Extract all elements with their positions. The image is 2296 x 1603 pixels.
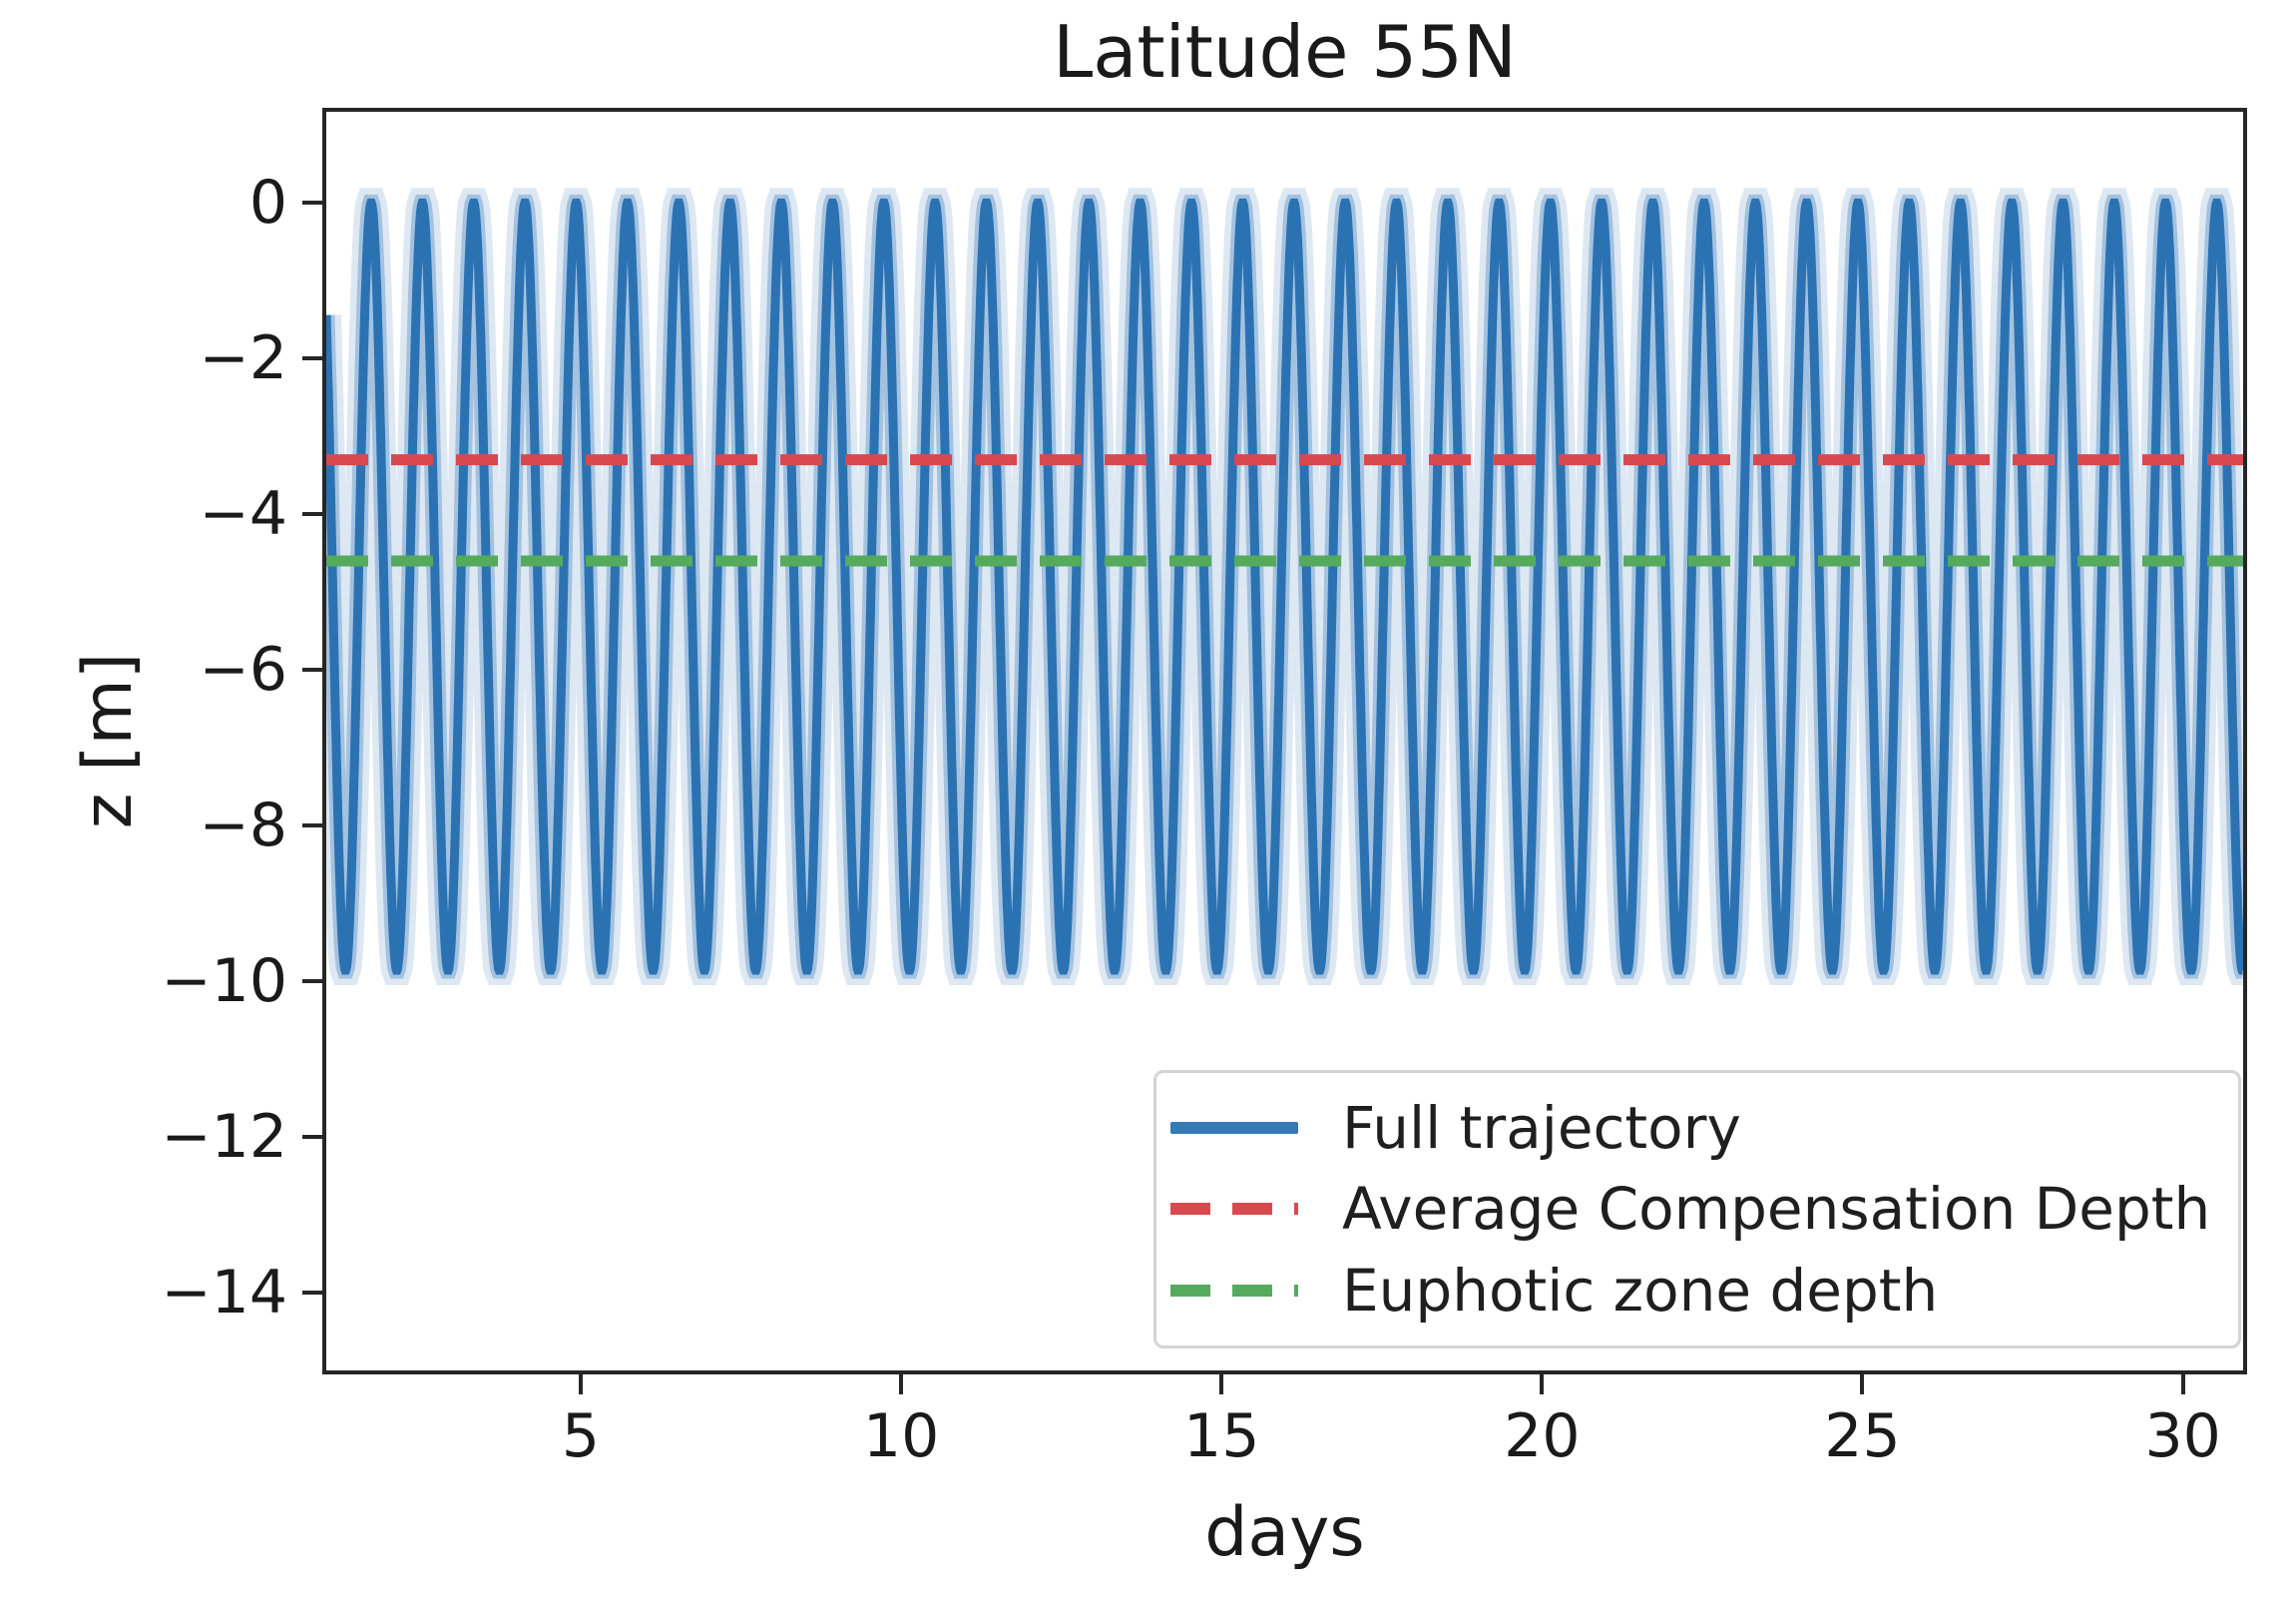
x-tick-mark [578, 1374, 583, 1394]
x-tick-mark [1219, 1374, 1224, 1394]
x-tick-mark [1860, 1374, 1865, 1394]
y-tick-label: −4 [199, 479, 287, 550]
chart-title: Latitude 55N [1053, 10, 1517, 94]
y-tick-mark [302, 356, 322, 361]
y-tick-label: −10 [161, 946, 287, 1017]
legend-item-euphotic-zone-depth: Euphotic zone depth [1170, 1257, 2218, 1325]
legend-label: Euphotic zone depth [1342, 1257, 1939, 1326]
y-axis-label: z [m] [68, 652, 148, 829]
y-tick-label: 0 [248, 168, 287, 239]
legend-item-average-compensation-depth: Average Compensation Depth [1170, 1175, 2218, 1243]
y-tick-mark [302, 201, 322, 206]
euphotic-zone-depth-swatch [1170, 1285, 1298, 1298]
y-tick-mark [302, 823, 322, 828]
full-trajectory-line [326, 198, 2243, 975]
y-tick-label: −12 [161, 1102, 287, 1173]
y-tick-mark [302, 1291, 322, 1296]
x-tick-mark [899, 1374, 904, 1394]
y-tick-mark [302, 512, 322, 517]
x-axis-label: days [1204, 1493, 1365, 1572]
y-tick-label: −6 [199, 635, 287, 706]
x-tick-label: 20 [1504, 1401, 1581, 1471]
y-tick-label: −2 [199, 323, 287, 394]
x-tick-label: 25 [1824, 1401, 1901, 1471]
y-tick-mark [302, 668, 322, 673]
y-tick-label: −8 [199, 791, 287, 861]
legend-label: Full trajectory [1342, 1093, 1741, 1162]
y-tick-mark [302, 979, 322, 984]
x-tick-label: 10 [862, 1401, 940, 1471]
average-compensation-depth-swatch [1170, 1203, 1298, 1216]
legend: Full trajectory Average Compensation Dep… [1153, 1070, 2241, 1348]
y-tick-mark [302, 1135, 322, 1140]
chart-canvas [326, 188, 2243, 985]
x-tick-mark [2180, 1374, 2185, 1394]
x-tick-mark [1540, 1374, 1545, 1394]
legend-item-full-trajectory: Full trajectory [1170, 1094, 2218, 1162]
legend-label: Average Compensation Depth [1342, 1175, 2211, 1244]
x-tick-label: 15 [1183, 1401, 1260, 1471]
x-tick-label: 30 [2144, 1401, 2221, 1471]
full-trajectory-swatch [1170, 1121, 1298, 1134]
y-tick-label: −14 [161, 1258, 287, 1329]
x-tick-label: 5 [561, 1401, 601, 1471]
